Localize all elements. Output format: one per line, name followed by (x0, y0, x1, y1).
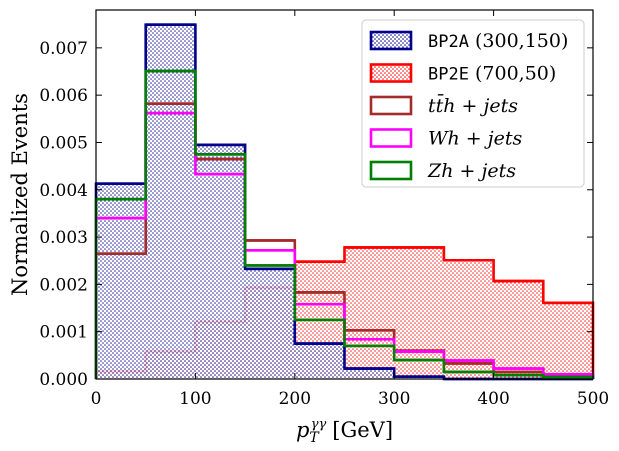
y-tick-label: 0.005 (39, 133, 88, 153)
y-axis-label: Normalized Events (8, 93, 32, 296)
x-tick-label: 400 (477, 389, 509, 409)
x-axis-label-sub: T (309, 430, 320, 446)
legend-swatch (371, 32, 411, 49)
legend-label: Zh + jets (427, 160, 516, 182)
x-axis-label-unit: [GeV] (332, 418, 393, 442)
legend: BP2A (300,150) BP2E (700,50) tt̄h + jets Wh… (362, 20, 584, 187)
legend-entry: BP2A (300,150) (371, 30, 568, 52)
x-axis-label: pTγγ [GeV] (296, 417, 393, 446)
x-axis-label-main: p (296, 418, 309, 442)
x-tick-label: 300 (378, 389, 410, 409)
x-tick-label: 0 (91, 389, 102, 409)
y-tick-label: 0.007 (39, 39, 88, 59)
legend-label: tt̄h + jets (428, 93, 518, 117)
legend-swatch (371, 65, 411, 82)
y-tick-label: 0.001 (39, 323, 88, 343)
legend-label: BP2A (300,150) (428, 30, 568, 52)
x-tick-label: 100 (179, 389, 211, 409)
legend-entry: BP2E (700,50) (371, 63, 556, 85)
x-tick-label: 200 (279, 389, 311, 409)
y-tick-label: 0.006 (39, 86, 88, 106)
legend-label: BP2E (700,50) (428, 63, 556, 85)
x-tick-label: 500 (577, 389, 609, 409)
x-axis-label-sup: γγ (311, 417, 327, 432)
y-tick-label: 0.002 (39, 275, 88, 295)
y-tick-label: 0.003 (39, 228, 88, 248)
y-tick-label: 0.000 (39, 370, 88, 390)
y-tick-label: 0.004 (39, 181, 88, 201)
legend-label: Wh + jets (428, 128, 523, 150)
histogram-chart: 0 100 200 300 400 500 0.000 0.001 0.002 0.003 0.00… (0, 0, 619, 451)
